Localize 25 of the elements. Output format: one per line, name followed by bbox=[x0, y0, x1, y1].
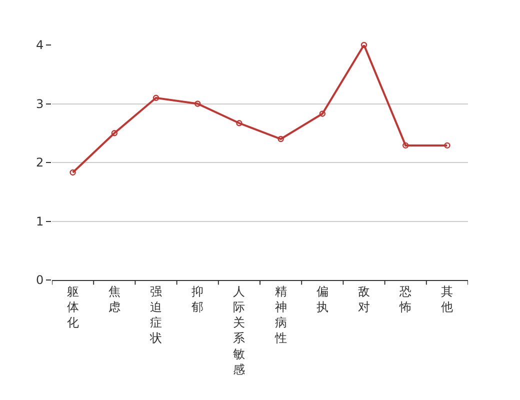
point bbox=[194, 100, 201, 107]
x-tick-label: 恐怖 bbox=[398, 284, 412, 314]
point bbox=[236, 120, 242, 126]
x-tick-label: 人际关系敏感 bbox=[233, 284, 246, 376]
point bbox=[360, 42, 368, 48]
point bbox=[319, 110, 326, 117]
point bbox=[111, 130, 118, 136]
point bbox=[402, 142, 409, 149]
x-tick-label: 其他 bbox=[441, 284, 454, 314]
y-tick-label: 4 bbox=[36, 38, 44, 52]
x-tick-label: 精神病性 bbox=[274, 284, 287, 346]
point bbox=[444, 142, 450, 149]
point bbox=[152, 94, 160, 101]
x-tick-label: 偏执 bbox=[316, 284, 328, 314]
y-tick-label: 2 bbox=[36, 156, 44, 170]
x-tick-label: 焦虑 bbox=[108, 284, 120, 314]
point bbox=[70, 169, 76, 176]
x-tick-label: 强迫症状 bbox=[149, 284, 162, 346]
x-tick-label: 抑郁 bbox=[192, 284, 204, 314]
point bbox=[278, 136, 284, 142]
y-tick-label: 1 bbox=[36, 214, 44, 228]
x-tick-label: 躯体化 bbox=[66, 284, 79, 330]
y-tick-label: 3 bbox=[36, 96, 44, 111]
x-tick-label: 敌对 bbox=[358, 284, 370, 314]
y-tick-label: 0 bbox=[36, 273, 44, 288]
